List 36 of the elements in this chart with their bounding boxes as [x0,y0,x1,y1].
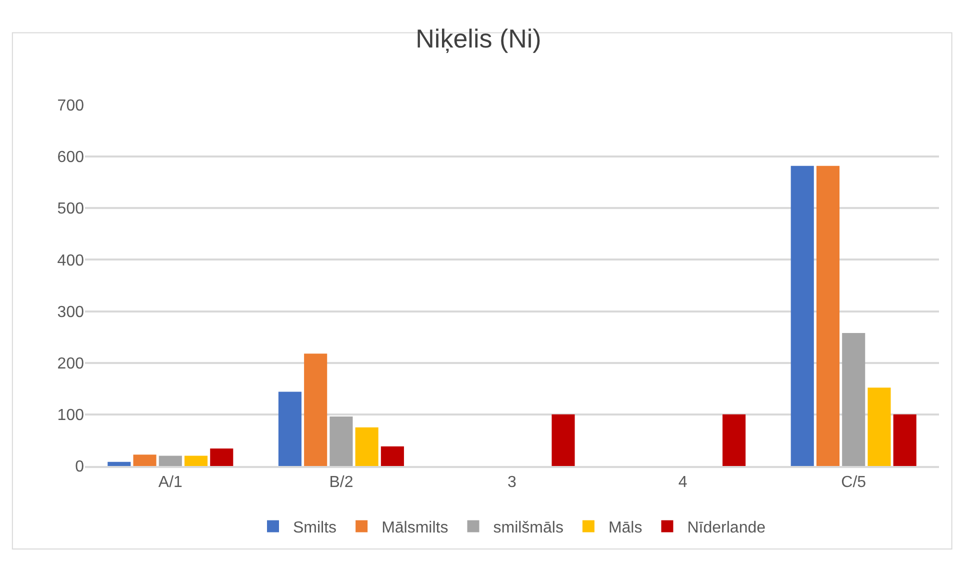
bar [304,354,328,466]
bar [842,332,866,466]
bar [355,427,378,466]
chart-title: Niķelis (Ni) [416,23,542,54]
legend-label: Mālsmilts [382,519,448,536]
bar [868,388,891,466]
x-tick-label: 3 [508,474,517,492]
bar [184,456,208,466]
x-tick-label: A/1 [158,474,183,492]
y-tick-label: 0 [75,458,84,476]
y-tick-label: 200 [57,355,84,372]
y-tick-label: 100 [57,407,84,424]
bar [816,166,840,466]
legend-label: Smilts [293,519,337,536]
bar [790,166,814,466]
bar [722,414,746,466]
bar [330,416,353,466]
bar [893,414,916,466]
legend-label: Māls [608,519,642,536]
x-tick-label: 4 [678,474,688,492]
bar [158,456,182,466]
bar [210,448,234,466]
bar [133,454,156,466]
y-tick-label: 700 [57,98,84,115]
bar [278,392,302,466]
legend-label: smilšmāls [493,519,564,536]
x-tick-label: B/2 [329,474,354,492]
bar [380,446,404,466]
y-tick-label: 300 [57,304,84,321]
y-tick-label: 400 [57,252,84,270]
y-tick-label: 500 [57,200,84,218]
bar [108,462,131,466]
legend-label: Nīderlande [687,519,766,536]
y-tick-label: 600 [57,149,84,166]
x-tick-label: C/5 [841,474,866,492]
bar [552,414,575,466]
